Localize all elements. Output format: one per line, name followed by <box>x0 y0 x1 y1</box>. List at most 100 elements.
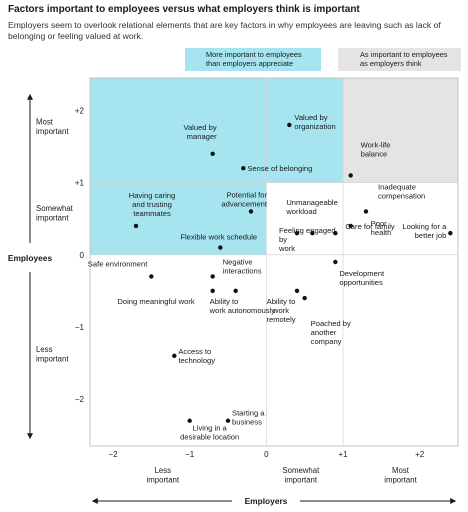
point-label: Ability to work autonomously <box>209 297 276 315</box>
point-label: Ability to work remotely <box>266 297 295 324</box>
axis-ticks: −2 −1 0 +1 +2 +2 +1 0 −1 −2 <box>75 106 425 459</box>
point-label: Valued by manager <box>183 123 217 141</box>
chart-regions <box>90 78 458 255</box>
point-ability-to-work-autonomously: Ability to work autonomously <box>209 288 276 315</box>
point-label: Starting a business <box>232 409 265 427</box>
y-category-label: Somewhat important <box>36 204 74 223</box>
axis-categories: Less important Somewhat important Most import… <box>36 118 418 485</box>
point-poached-by-another-company: Poached by another company <box>302 295 351 346</box>
point-marker <box>233 288 238 294</box>
region-1 <box>90 182 267 255</box>
point-looking-for-a-better-job: Looking for a better job <box>402 222 453 240</box>
point-negative-interactions: Negative interactions <box>210 257 262 279</box>
point-label: Looking for a better job <box>402 222 447 240</box>
point-marker <box>448 230 453 236</box>
point-label: Poached by another company <box>311 319 351 346</box>
point-marker <box>225 418 231 423</box>
chart-title: Factors important to employees versus wh… <box>8 4 360 15</box>
y-category-label: Most important <box>36 118 69 136</box>
point-label: Having caring and trusting teammates <box>129 191 175 218</box>
point-access-to-technology: Access to technology <box>172 347 215 365</box>
point-sense-of-belonging: Sense of belonging <box>241 164 312 173</box>
point-inadequate-compensation: Inadequate compensation <box>363 182 425 214</box>
point-safe-environment: Safe environment <box>88 259 154 279</box>
plot-frame <box>89 77 459 447</box>
point-label: Safe environment <box>88 259 148 268</box>
y-tick-label: +2 <box>75 106 85 115</box>
chart-subtitle: Employers seem to overlook relational el… <box>8 20 441 41</box>
point-label: Negative interactions <box>223 257 262 275</box>
legend-label-more-important: More important to employees than employer… <box>206 50 302 68</box>
point-label: Flexible work schedule <box>180 233 257 242</box>
point-development-opportunities: Development opportunities <box>333 259 385 287</box>
point-marker <box>294 288 300 294</box>
x-category-label: Less important <box>147 466 180 485</box>
point-valued-by-manager: Valued by manager <box>183 123 217 156</box>
point-marker <box>348 223 353 229</box>
point-ability-to-work-remotely: Ability to work remotely <box>266 288 300 324</box>
point-label: Living in a desirable location <box>180 424 239 442</box>
region-0 <box>90 78 343 183</box>
point-work-life-balance: Work-life balance <box>348 140 391 178</box>
y-tick-label: −1 <box>75 323 85 332</box>
point-marker <box>210 288 215 294</box>
point-living-in-a-desirable-location: Living in a desirable location <box>180 418 239 442</box>
x-tick-label: −2 <box>108 450 118 459</box>
point-label: Sense of belonging <box>247 164 312 173</box>
point-marker <box>210 151 215 156</box>
legend-swatch-more-important <box>185 48 321 71</box>
point-marker <box>210 274 215 279</box>
point-marker <box>218 245 223 250</box>
point-marker <box>310 230 315 236</box>
point-label: Unmanageable workload <box>285 198 338 216</box>
point-marker <box>363 209 369 214</box>
x-tick-label: +2 <box>415 450 425 459</box>
point-label: Potential for advancement <box>221 190 267 208</box>
point-marker <box>248 209 254 214</box>
x-tick-label: +1 <box>338 450 348 459</box>
x-axis-title: Employers <box>245 496 288 506</box>
point-label: Doing meaningful work <box>117 297 194 306</box>
point-marker <box>241 165 246 171</box>
point-valued-by-organization: Valued by organization <box>287 113 336 131</box>
point-marker <box>187 418 192 423</box>
legend: More important to employees than employer… <box>185 48 461 71</box>
point-poor-health: Poor health <box>348 219 391 237</box>
point-care-for-family: Care for family <box>333 222 395 236</box>
legend-label-as-important: As important to employees as employers th… <box>360 50 448 68</box>
point-label: Inadequate compensation <box>378 182 425 200</box>
x-tick-label: 0 <box>264 450 269 459</box>
axis-arrows: Employees Employers <box>8 93 457 506</box>
x-category-label: Somewhat important <box>282 466 320 485</box>
y-tick-label: 0 <box>80 251 85 260</box>
point-label: Development opportunities <box>339 269 385 287</box>
point-starting-a-business: Starting a business <box>225 409 265 427</box>
point-unmanageable-workload: Unmanageable workload <box>285 198 338 236</box>
point-label: Work-life balance <box>361 140 391 158</box>
point-label: Feeling engaged by work <box>278 226 336 253</box>
point-label: Access to technology <box>178 347 215 365</box>
legend-swatch-as-important <box>338 48 461 71</box>
point-marker <box>172 353 177 359</box>
point-label: Care for family <box>345 222 395 231</box>
point-marker <box>294 230 300 236</box>
point-marker <box>348 173 353 178</box>
y-axis-title: Employees <box>8 253 53 263</box>
point-marker <box>133 223 139 229</box>
point-doing-meaningful-work: Doing meaningful work <box>117 288 215 306</box>
region-2 <box>343 78 458 183</box>
point-flexible-work-schedule: Flexible work schedule <box>180 233 257 250</box>
point-potential-for-advancement: Potential for advancement <box>221 190 268 214</box>
data-points: Valued by organization Valued by manager Sen… <box>88 113 453 442</box>
point-feeling-engaged-by-work: Feeling engaged by work <box>278 226 336 253</box>
point-marker <box>149 274 154 279</box>
point-label: Poor health <box>371 219 392 237</box>
point-marker <box>333 259 338 265</box>
y-tick-label: −2 <box>75 395 85 404</box>
point-label: Valued by organization <box>294 113 335 131</box>
point-marker <box>302 295 307 301</box>
y-category-label: Less important <box>36 345 69 364</box>
point-marker <box>333 230 338 236</box>
point-marker <box>287 122 292 128</box>
